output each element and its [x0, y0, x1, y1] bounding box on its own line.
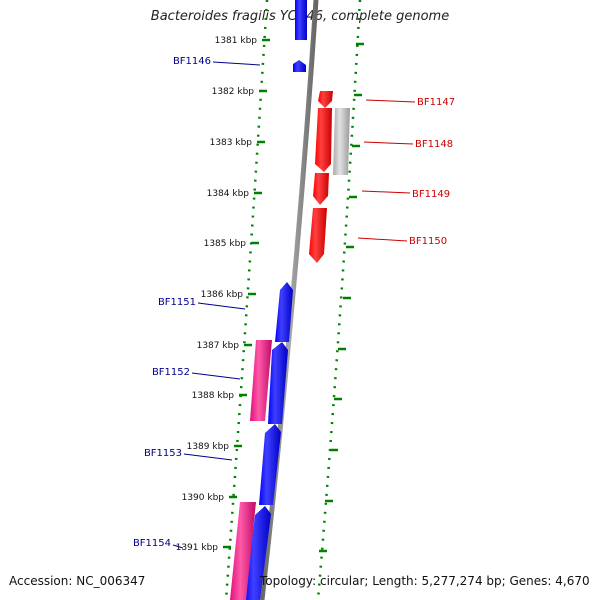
gene-label-bf1151[interactable]: BF1151	[158, 297, 196, 308]
leader-line	[172, 544, 184, 549]
scale-tick-label: 1388 kbp	[192, 391, 235, 401]
scale-tick-labels: 1381 kbp 1382 kbp 1383 kbp 1384 kbp 1385 kbp…	[176, 36, 258, 553]
genes-group	[230, 0, 350, 600]
scale-tick-label: 1385 kbp	[204, 239, 247, 249]
gene-leader-lines	[172, 61, 416, 549]
gene-labels: BF1146 BF1151 BF1152 BF1153 BF1154 BF1147 BF11…	[133, 56, 455, 549]
gene-label-bf1153[interactable]: BF1153	[144, 448, 182, 459]
gene-pink-2[interactable]	[230, 502, 256, 600]
gene-label-bf1154[interactable]: BF1154	[133, 538, 171, 549]
leader-line	[212, 61, 261, 66]
accession-text: Accession: NC_006347	[9, 574, 146, 588]
gene-label-bf1152[interactable]: BF1152	[152, 367, 190, 378]
outer-track-line	[316, 0, 362, 600]
scale-tick-label: 1383 kbp	[210, 138, 253, 148]
leader-line	[183, 453, 233, 461]
leader-line	[191, 372, 241, 380]
gene-bf1146[interactable]	[293, 60, 306, 72]
leader-line	[197, 302, 246, 310]
gene-grey[interactable]	[333, 108, 350, 175]
chromosome-backbone	[259, 0, 319, 600]
leader-line	[363, 141, 414, 145]
leader-line	[361, 190, 411, 194]
genome-summary-text: Topology: circular; Length: 5,277,274 bp…	[260, 574, 590, 588]
gene-bf1152[interactable]	[268, 342, 288, 424]
scale-tick-label: 1386 kbp	[201, 290, 244, 300]
scale-tick-label: 1391 kbp	[176, 543, 219, 553]
scale-tick-label: 1387 kbp	[197, 341, 240, 351]
scale-tick-label: 1382 kbp	[212, 87, 255, 97]
leader-line	[357, 237, 408, 242]
gene-bf1150[interactable]	[309, 208, 327, 263]
leader-line	[365, 99, 416, 103]
gene-label-bf1146[interactable]: BF1146	[173, 56, 211, 67]
gene-label-bf1149[interactable]: BF1149	[412, 189, 450, 200]
scale-tick-label: 1384 kbp	[207, 189, 250, 199]
scale-tick-label: 1381 kbp	[215, 36, 258, 46]
scale-tick-label: 1389 kbp	[187, 442, 230, 452]
gene-forward-top[interactable]	[295, 0, 307, 40]
gene-label-bf1150[interactable]: BF1150	[409, 236, 447, 247]
gene-bf1148[interactable]	[315, 108, 332, 172]
gene-bf1149[interactable]	[313, 173, 329, 205]
gene-label-bf1147[interactable]: BF1147	[417, 97, 455, 108]
gene-bf1154[interactable]	[244, 506, 271, 600]
gene-label-bf1148[interactable]: BF1148	[415, 139, 453, 150]
gene-bf1153[interactable]	[259, 424, 281, 505]
gene-bf1151[interactable]	[275, 282, 293, 342]
gene-bf1147[interactable]	[318, 91, 333, 108]
gene-pink-1[interactable]	[250, 340, 272, 421]
scale-ticks	[223, 38, 364, 553]
scale-tick-label: 1390 kbp	[182, 493, 225, 503]
